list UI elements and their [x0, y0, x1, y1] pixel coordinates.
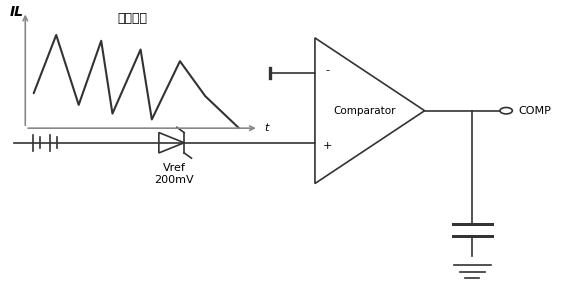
- Circle shape: [500, 108, 512, 114]
- Text: IL: IL: [10, 5, 24, 19]
- Text: Vref
200mV: Vref 200mV: [154, 163, 194, 185]
- Text: t: t: [264, 123, 269, 133]
- Text: 电感电流: 电感电流: [117, 12, 147, 25]
- Text: COMP: COMP: [519, 106, 552, 116]
- Text: Comparator: Comparator: [333, 106, 395, 116]
- Text: +: +: [323, 141, 332, 151]
- Text: -: -: [325, 65, 329, 75]
